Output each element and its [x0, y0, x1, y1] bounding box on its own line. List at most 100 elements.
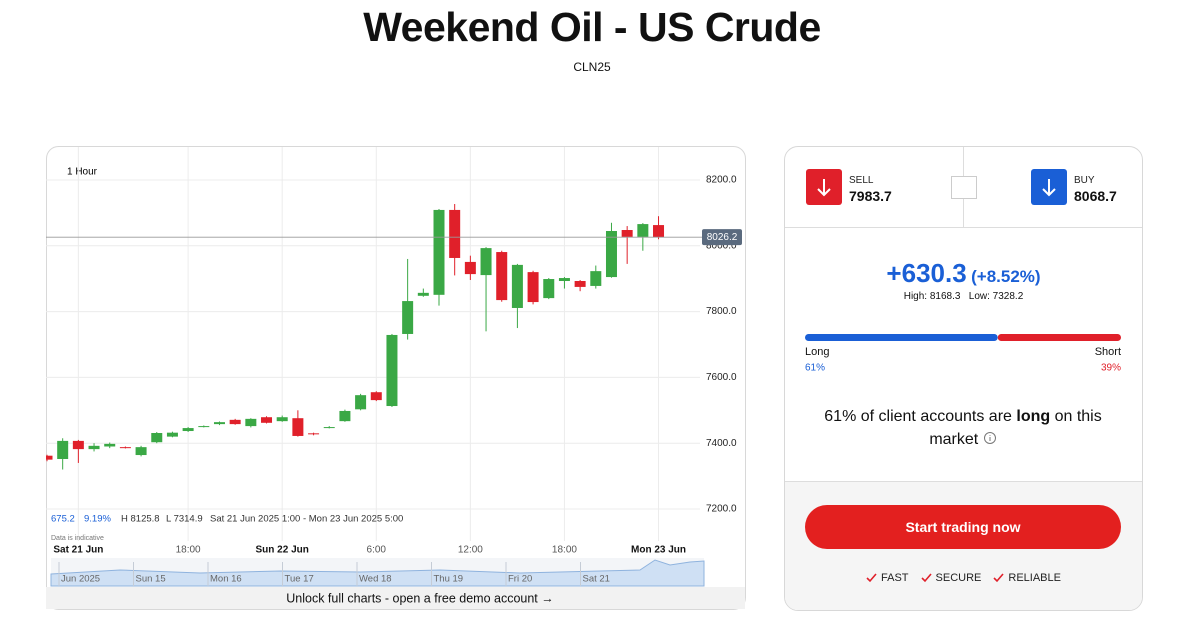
sell-label: SELL: [849, 175, 874, 186]
candle-body: [511, 264, 523, 308]
disclaimer: Data is indicative: [51, 535, 104, 542]
candle-body: [370, 392, 382, 401]
navigator-label: Thu 19: [434, 574, 464, 585]
last-price-label: 8026.2: [707, 232, 738, 243]
feature: RELIABLE: [993, 572, 1061, 584]
candle-body: [590, 271, 602, 286]
navigator-label: Mon 16: [210, 574, 242, 585]
buy-button[interactable]: [1031, 169, 1067, 205]
sentiment-label: Long: [805, 346, 829, 358]
start-trading-button[interactable]: Start trading now: [805, 505, 1121, 549]
cta-bar[interactable]: [46, 587, 745, 609]
info-text: H 8125.8: [121, 514, 160, 525]
x-tick-label: Sun 22 Jun: [256, 545, 309, 556]
y-tick-label: 8000.0: [706, 240, 737, 251]
check: [993, 573, 1004, 583]
check-icon: [866, 573, 877, 583]
y-tick-label: 7400.0: [706, 438, 737, 449]
candle-body: [151, 433, 163, 443]
change-pct: (+8.52%): [971, 267, 1041, 286]
candle-body: [323, 427, 335, 429]
y-tick-label: 7800.0: [706, 306, 737, 317]
feature-label: FAST: [881, 572, 909, 584]
candle-body: [308, 433, 320, 435]
cta-link[interactable]: Unlock full charts - open a free demo ac…: [286, 591, 554, 605]
sentiment-segment: [805, 334, 998, 341]
candle-body: [605, 230, 617, 278]
range-row: High: 8168.3 Low: 7328.2: [785, 291, 1142, 302]
sell-button[interactable]: [806, 169, 842, 205]
sentiment-bar: Long 61% Short 39%: [805, 334, 1121, 372]
candle-body: [119, 447, 131, 449]
symbol: CLN25: [573, 60, 611, 74]
info-text: 675.2: [51, 514, 75, 525]
candle-body: [166, 432, 178, 437]
candle-body: [558, 278, 570, 282]
navigator-area: [50, 559, 705, 587]
timeframe[interactable]: 1 Hour: [67, 167, 98, 178]
text: 61% of client accounts are: [824, 408, 1017, 425]
divider: [785, 227, 1142, 228]
change-row: +630.3 (+8.52%): [785, 258, 1142, 289]
check: [920, 573, 932, 583]
candle-body: [135, 447, 147, 456]
page-title: Weekend Oil - US Crude: [363, 4, 821, 50]
sentiment-value: 39%: [1101, 363, 1121, 372]
candle-body: [104, 443, 116, 447]
x-tick-label: Mon 23 Jun: [631, 545, 686, 556]
sentiment-text: 61% of client accounts are long on this …: [813, 405, 1113, 451]
text: on this market: [929, 408, 1102, 448]
navigator-label: Fri 20: [508, 574, 532, 585]
buy-label: BUY: [1074, 175, 1095, 186]
candle-body: [213, 422, 225, 425]
trade-panel: SELL 7983.7 BUY 8068.7 +630.3 (+8.52%) H…: [784, 146, 1143, 611]
navigator-label: Wed 18: [359, 574, 392, 585]
info-text: 9.19%: [84, 514, 111, 525]
features: FAST SECURE RELIABLE: [785, 570, 1142, 588]
arrow-icon: [1042, 179, 1056, 197]
candle-body: [449, 209, 461, 258]
y-tick-label: 8200.0: [706, 175, 737, 186]
candle-body: [245, 418, 257, 427]
candle-body: [261, 417, 273, 423]
candle-body: [464, 261, 476, 275]
candle-body: [496, 252, 508, 301]
sentiment-label: Short: [1095, 346, 1121, 358]
candle-body: [386, 334, 398, 407]
last-price-box: [702, 229, 742, 246]
arrow-icon: [817, 179, 831, 197]
sentiment-value: 61%: [805, 363, 825, 372]
candle-body: [182, 428, 194, 432]
sentiment-segment: [997, 334, 1121, 341]
candle-body: [417, 292, 429, 296]
navigator-label: Sat 21: [583, 574, 610, 585]
candle-body: [527, 272, 539, 303]
y-tick-label: 7600.0: [706, 372, 737, 383]
feature: SECURE: [920, 572, 981, 584]
x-tick-label: Sat 21 Jun: [53, 545, 103, 556]
x-tick-label: 6:00: [367, 545, 387, 556]
candle-body: [543, 279, 555, 299]
spread-box: [951, 176, 977, 199]
y-tick-label: 7200.0: [706, 504, 737, 515]
candle-body: [574, 281, 586, 287]
candle-body: [72, 440, 84, 450]
sell-price: 7983.7: [849, 188, 892, 204]
x-tick-label: 18:00: [176, 545, 201, 556]
candle-body: [88, 445, 100, 450]
candle-body: [292, 418, 304, 436]
info-icon[interactable]: [983, 431, 997, 445]
candle-body: [355, 395, 367, 410]
navigator-label: Sun 15: [136, 574, 166, 585]
candle-body: [402, 301, 414, 334]
chart: 1 Hour 7200.0 7400.0 7600.0 7800.0 8000.0 820…: [46, 146, 746, 610]
x-tick-label: 12:00: [458, 545, 483, 556]
candle-body: [433, 209, 445, 295]
candle-body: [198, 426, 210, 428]
check-icon: [993, 573, 1004, 583]
x-tick-label: 18:00: [552, 545, 577, 556]
candle-body: [653, 225, 665, 238]
high: High: 8168.3: [903, 291, 961, 302]
navigator-label: Jun 2025: [61, 574, 100, 585]
